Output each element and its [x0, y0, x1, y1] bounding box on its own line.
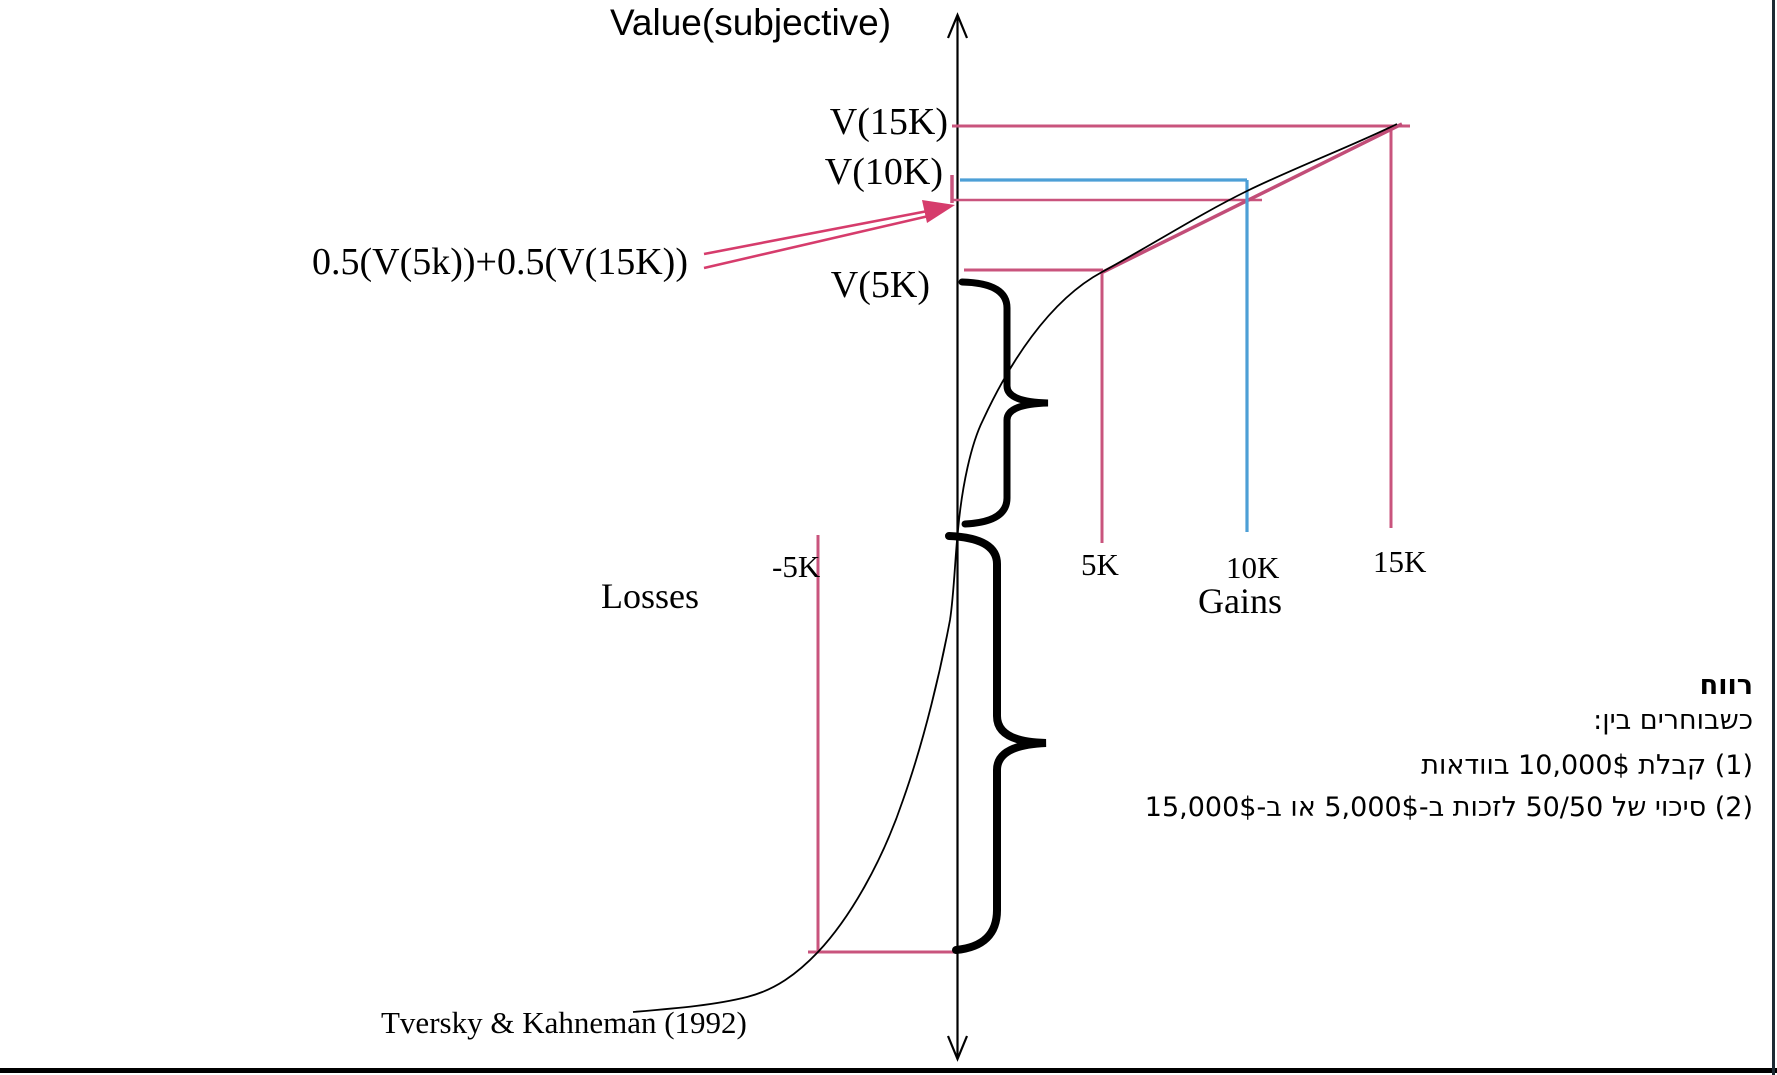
- label-gains: Gains: [1198, 581, 1282, 621]
- ev-arrowhead-icon: [922, 200, 955, 223]
- axis-arrow-down-icon: [946, 1035, 969, 1062]
- value-axis-title: Value(subjective): [610, 2, 892, 43]
- tick-label-5k: 5K: [1081, 547, 1119, 582]
- note-option-1: (1) קבלת 10,000$ בוודאות: [1421, 750, 1753, 781]
- tick-label-10k: 10K: [1226, 550, 1280, 585]
- label-losses: Losses: [601, 576, 699, 616]
- citation-label: Tversky & Kahneman (1992): [381, 1005, 747, 1040]
- value-curve: [632, 123, 1398, 1013]
- label-v10k: V(10K): [824, 151, 943, 193]
- note-intro: כשבוחרים בין:: [1593, 705, 1753, 736]
- gamble-chord: [1102, 122, 1403, 274]
- gain-value-brace: [958, 278, 1049, 528]
- slide-bottom-border: [0, 1068, 1777, 1073]
- label-expected-value: 0.5(V(5k))+0.5(V(15K)): [312, 241, 688, 283]
- axis-arrow-up-icon: [946, 12, 969, 39]
- slide-right-border: [1772, 0, 1775, 1075]
- loss-value-brace: [945, 532, 1047, 954]
- ev-arrow-lower-edge: [703, 213, 934, 270]
- label-v5k: V(5K): [830, 264, 930, 306]
- tick-label-15k: 15K: [1373, 544, 1427, 579]
- ev-arrow-upper-edge: [703, 208, 934, 256]
- note-option-2: (2) סיכוי של 50/50 לזכות ב-5,000$ או ב-1…: [1144, 792, 1753, 823]
- note-title: רווח: [1699, 670, 1753, 701]
- tick-label-neg5k: -5K: [772, 549, 821, 584]
- label-v15k: V(15K): [829, 101, 948, 143]
